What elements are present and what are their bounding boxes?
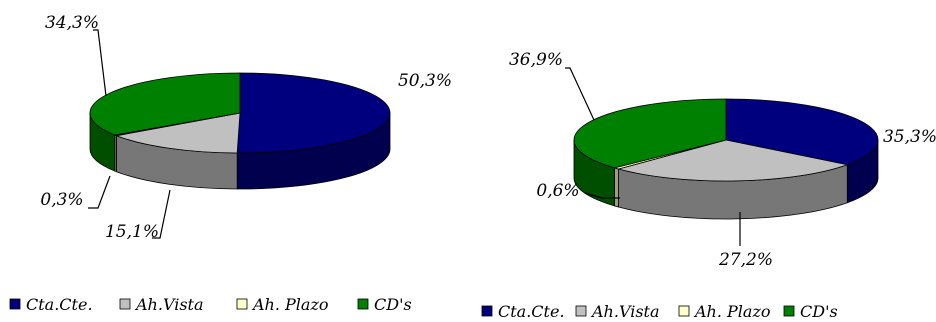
pie-1-legend: Cta.Cte. Ah.Vista Ah. Plazo CD's xyxy=(9,295,412,314)
pie-1-label-ah-vista: 15,1% xyxy=(105,222,159,242)
legend-swatch-ah-vista xyxy=(119,298,131,310)
legend-label-cta-cte: Cta.Cte. xyxy=(26,295,93,314)
pie-2-legend: Cta.Cte. Ah.Vista Ah. Plazo CD's xyxy=(481,302,838,321)
pie-2-leader-ah-plazo xyxy=(584,192,620,199)
legend-swatch-cd-s xyxy=(357,298,369,310)
pie-1-slice-ah-vista xyxy=(115,112,241,154)
pie-2-label-cta-cte: 35,3% xyxy=(883,127,936,147)
pie-1-leader-ah-vista xyxy=(152,189,171,239)
legend-swatch-cta-cte xyxy=(481,305,493,317)
legend-label-cta-cte: Cta.Cte. xyxy=(498,302,565,321)
legend-swatch-ah-vista xyxy=(575,305,587,317)
legend-label-ah-plazo: Ah. Plazo xyxy=(693,302,771,321)
legend-swatch-cta-cte xyxy=(9,298,21,310)
legend-swatch-ah-plazo xyxy=(678,305,690,317)
pie-1-slice-cta-cte xyxy=(236,72,391,154)
pie-1-label-cta-cte: 50,3% xyxy=(398,71,452,91)
pie-1-sides xyxy=(89,112,391,190)
pie-1-leader-cd-s xyxy=(93,29,107,97)
pie-2-side-ah-plazo xyxy=(614,167,619,208)
legend-label-cd-s: CD's xyxy=(800,302,838,321)
pie-2-slice-cta-cte xyxy=(725,98,879,166)
pie-2-label-cd-s: 36,9% xyxy=(509,50,563,70)
legend-swatch-ah-plazo xyxy=(236,298,248,310)
pie-2-sides xyxy=(573,139,879,220)
legend-label-ah-plazo: Ah. Plazo xyxy=(251,295,329,314)
pie-chart-1: 50,3% 15,1% 0,3% 34,3% Cta.Cte. Ah.Vista Ah. P… xyxy=(9,13,452,314)
pie-2-label-ah-plazo: 0,6% xyxy=(536,181,579,201)
pie-2-label-ah-vista: 27,2% xyxy=(718,250,773,270)
pie-1-leader-ah-plazo xyxy=(88,175,111,209)
pie-2-leader-cd-s xyxy=(565,67,595,121)
legend-swatch-cd-s xyxy=(783,305,795,317)
pie-1-slice-cd-s xyxy=(89,72,241,136)
pie-2-slice-ah-vista xyxy=(616,139,849,182)
legend-label-ah-vista: Ah.Vista xyxy=(134,295,204,314)
pie-1-label-cd-s: 34,3% xyxy=(45,13,99,33)
legend-label-ah-vista: Ah.Vista xyxy=(590,302,660,321)
pie-chart-2: 35,3% 27,2% 0,6% 36,9% Cta.Cte. Ah.Vista Ah. P… xyxy=(481,50,936,321)
pie-1-label-ah-plazo: 0,3% xyxy=(40,190,83,210)
pie-2-slice-cd-s xyxy=(573,98,727,169)
legend-label-cd-s: CD's xyxy=(374,295,412,314)
